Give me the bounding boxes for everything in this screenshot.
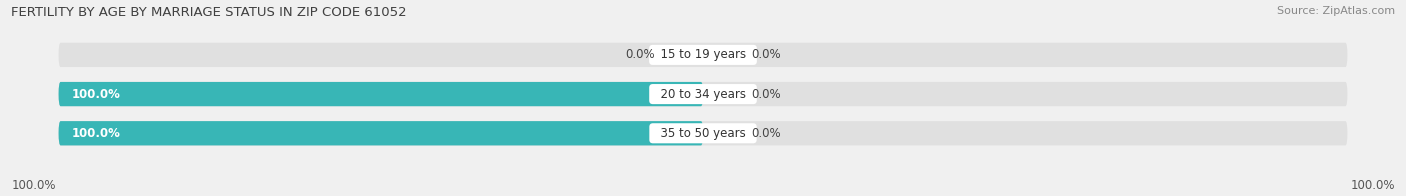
FancyBboxPatch shape xyxy=(59,82,1347,106)
FancyBboxPatch shape xyxy=(710,48,742,62)
FancyBboxPatch shape xyxy=(665,87,696,101)
FancyBboxPatch shape xyxy=(59,121,703,145)
Text: FERTILITY BY AGE BY MARRIAGE STATUS IN ZIP CODE 61052: FERTILITY BY AGE BY MARRIAGE STATUS IN Z… xyxy=(11,6,406,19)
Text: Source: ZipAtlas.com: Source: ZipAtlas.com xyxy=(1277,6,1395,16)
FancyBboxPatch shape xyxy=(59,43,1347,67)
Text: 0.0%: 0.0% xyxy=(626,48,655,61)
FancyBboxPatch shape xyxy=(665,48,696,62)
Text: 0.0%: 0.0% xyxy=(751,127,780,140)
Text: 15 to 19 years: 15 to 19 years xyxy=(652,48,754,61)
FancyBboxPatch shape xyxy=(710,87,742,101)
FancyBboxPatch shape xyxy=(59,82,703,106)
Text: 100.0%: 100.0% xyxy=(11,179,56,192)
Text: 20 to 34 years: 20 to 34 years xyxy=(652,88,754,101)
FancyBboxPatch shape xyxy=(710,127,742,140)
FancyBboxPatch shape xyxy=(59,121,1347,145)
FancyBboxPatch shape xyxy=(665,127,696,140)
Text: 0.0%: 0.0% xyxy=(751,48,780,61)
Text: 35 to 50 years: 35 to 50 years xyxy=(652,127,754,140)
Text: 0.0%: 0.0% xyxy=(751,88,780,101)
Text: 100.0%: 100.0% xyxy=(72,127,121,140)
Text: 100.0%: 100.0% xyxy=(72,88,121,101)
Text: 100.0%: 100.0% xyxy=(1350,179,1395,192)
